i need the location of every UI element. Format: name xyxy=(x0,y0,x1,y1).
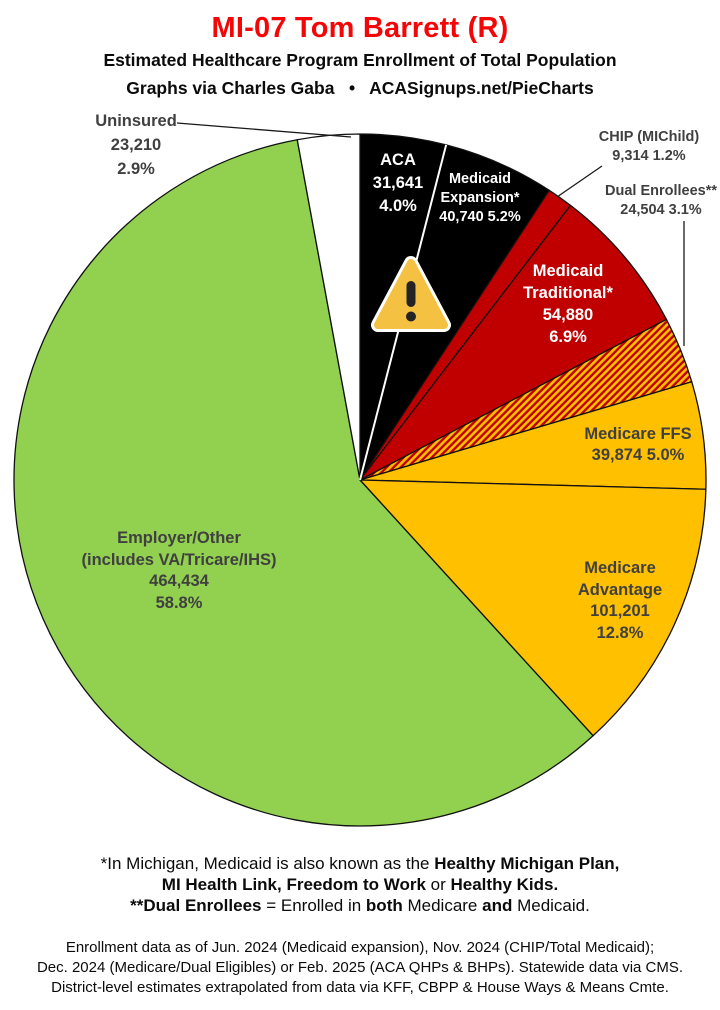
chip-leader-line xyxy=(556,165,603,198)
source-notes: Enrollment data as of Jun. 2024 (Medicai… xyxy=(0,938,720,998)
chart-header: MI-07 Tom Barrett (R) Estimated Healthca… xyxy=(0,0,720,100)
source-line-2: Dec. 2024 (Medicare/Dual Eligibles) or F… xyxy=(36,959,684,976)
footnote-line-1: *In Michigan, Medicaid is also known as … xyxy=(100,854,620,873)
source-line-1: Enrollment data as of Jun. 2024 (Medicai… xyxy=(65,939,655,956)
warning-triangle-icon xyxy=(371,256,451,332)
footnotes: *In Michigan, Medicaid is also known as … xyxy=(0,853,720,916)
pie-slice-medicaid-traditional xyxy=(359,204,668,481)
chart-subtitle: Estimated Healthcare Program Enrollment … xyxy=(103,50,617,70)
pie-slices xyxy=(13,133,707,827)
page-title: MI-07 Tom Barrett (R) xyxy=(211,12,509,44)
pie-slice-medicare-advantage xyxy=(359,479,707,737)
pie-slice-employer-other-includes-va-tricare-ihs xyxy=(13,139,594,827)
chart-credit: Graphs via Charles Gaba • ACASignups.net… xyxy=(126,78,594,98)
footnote-line-3: **Dual Enrollees = Enrolled in both Medi… xyxy=(130,896,590,915)
uninsured-leader-line xyxy=(176,122,352,138)
source-line-3: District-level estimates extrapolated fr… xyxy=(51,979,669,996)
footnote-line-2: MI Health Link, Freedom to Work or Healt… xyxy=(161,875,559,894)
leader-lines xyxy=(176,122,685,346)
